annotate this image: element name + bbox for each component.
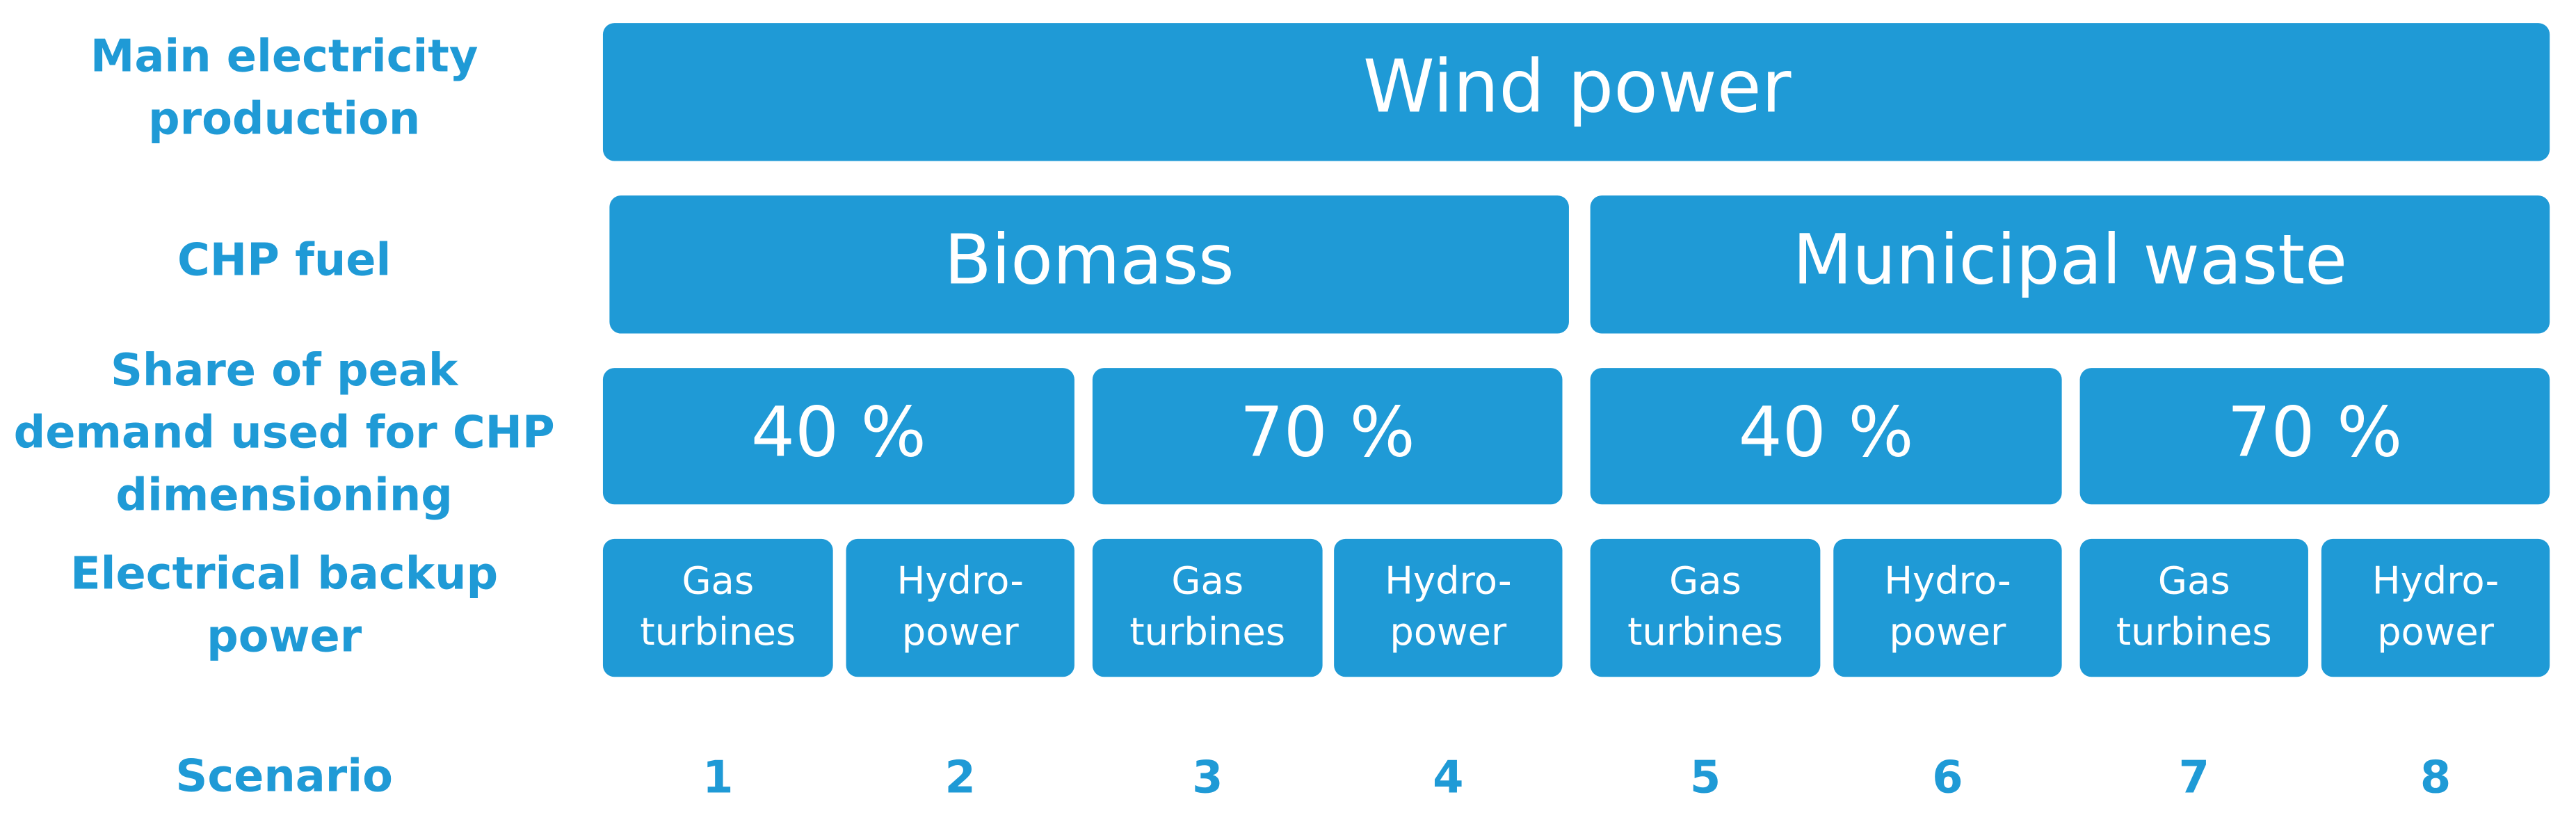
box <box>602 538 833 677</box>
box <box>2079 368 2550 505</box>
box-label: power <box>1889 610 2006 654</box>
row-label: Main electricity <box>90 31 478 83</box>
box-label: Gas <box>2158 559 2230 603</box>
row-label: Electrical backup <box>70 549 498 600</box>
box <box>602 23 2550 161</box>
row-label: demand used for CHP <box>14 408 555 459</box>
box-label: Hydro- <box>1884 559 2011 603</box>
box-label: Gas <box>682 559 754 603</box>
scenario-number: 4 <box>1433 752 1463 804</box>
box <box>1092 538 1323 677</box>
box-label: 70 % <box>2227 393 2402 473</box>
scenario-number: 7 <box>2179 752 2209 804</box>
box-label: turbines <box>2116 610 2272 654</box>
box <box>1334 538 1563 677</box>
box-label: power <box>902 610 1020 654</box>
box <box>1092 368 1563 505</box>
box <box>1833 538 2062 677</box>
box-label: turbines <box>1627 610 1783 654</box>
scenario-number: 1 <box>702 752 733 804</box>
row-label: dimensioning <box>115 469 453 521</box>
box-label: 40 % <box>751 393 926 473</box>
scenario-number: 6 <box>1932 752 1963 804</box>
box-label: Hydro- <box>896 559 1023 603</box>
box-label: Hydro- <box>1385 559 1511 603</box>
box-label: Municipal waste <box>1793 220 2347 300</box>
row-label: Share of peak <box>111 345 459 396</box>
box <box>1590 195 2550 334</box>
scenario-number: 8 <box>2420 752 2451 804</box>
box <box>2321 538 2550 677</box>
box-label: Gas <box>1669 559 1741 603</box>
box <box>609 195 1569 334</box>
row-label: power <box>207 611 362 662</box>
box-label: power <box>2377 610 2495 654</box>
box-label: Hydro- <box>2372 559 2499 603</box>
row-label: production <box>148 93 420 145</box>
box-label: Biomass <box>944 220 1234 300</box>
box-label: power <box>1390 610 1507 654</box>
box-label: Wind power <box>1363 45 1792 129</box>
row-label: CHP fuel <box>177 235 391 287</box>
box <box>846 538 1074 677</box>
box <box>2079 538 2308 677</box>
box-label: 40 % <box>1739 393 1914 473</box>
box-label: Gas <box>1171 559 1243 603</box>
box-label: turbines <box>640 610 796 654</box>
scenario-number: 2 <box>945 752 976 804</box>
box-label: 70 % <box>1240 393 1415 473</box>
scenario-number: 5 <box>1690 752 1721 804</box>
box <box>1590 368 2062 505</box>
box-label: turbines <box>1129 610 1285 654</box>
box <box>602 368 1074 505</box>
scenario-number: 3 <box>1192 752 1223 804</box>
row-label: Scenario <box>175 750 393 802</box>
box <box>1590 538 1821 677</box>
